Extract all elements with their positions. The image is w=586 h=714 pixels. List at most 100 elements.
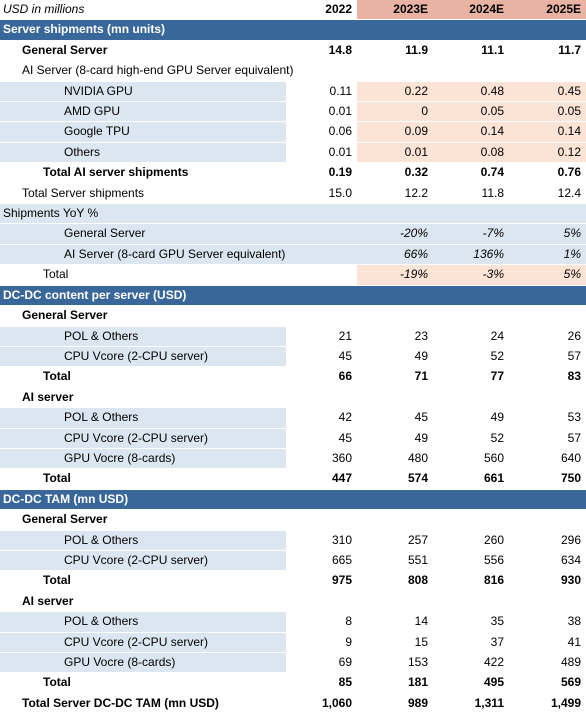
cell: 15.0 [286,183,357,205]
cell: 0.48 [433,81,509,103]
cell: 136% [433,244,509,266]
cell: 45 [357,407,433,429]
cell: 24 [433,326,509,347]
cell: 8 [286,611,357,633]
row-label: POL & Others [0,407,286,429]
row-label: AI Server (8-card GPU Server equivalent) [0,244,286,266]
cell [286,223,357,245]
cell: 310 [286,530,357,551]
row-label: POL & Others [0,611,286,633]
cell: 0.01 [286,101,357,123]
cell: 360 [286,448,357,470]
row-label: Google TPU [0,121,286,143]
row-label: Total [0,366,286,388]
cell: 77 [433,366,509,388]
cell: 260 [433,530,509,551]
cell: 0.76 [509,162,586,184]
row-label: POL & Others [0,326,286,347]
units-label: USD in millions [0,0,286,21]
row-label: Others [0,142,286,164]
cell: 85 [286,672,357,694]
cell: 9 [286,632,357,654]
cell: 5% [509,223,586,245]
cell: 489 [509,652,586,674]
cell: 83 [509,366,586,388]
cell: 11.8 [433,183,509,205]
cell: 21 [286,326,357,347]
row-label: Total Server shipments [0,183,286,205]
cell: -19% [357,264,433,286]
cell: 569 [509,672,586,694]
cell: 5% [509,264,586,286]
cell: 447 [286,468,357,490]
cell: 0.05 [433,101,509,123]
row-heading: AI server [0,591,586,613]
table-row: Total 975 808 816 930 [0,570,586,592]
table-row: General Server [0,305,586,327]
row-label: CPU Vcore (2-CPU server) [0,428,286,449]
row-label: Total Server DC-DC TAM (mn USD) [0,692,286,714]
cell: 69 [286,652,357,674]
table-row: POL & Others 21 23 24 26 [0,326,586,347]
cell: 257 [357,530,433,551]
cell: 49 [357,346,433,368]
table-row: POL & Others 8 14 35 38 [0,611,586,633]
cell: 23 [357,326,433,347]
cell: 640 [509,448,586,470]
cell: 52 [433,428,509,449]
row-heading: General Server [0,509,586,531]
cell [286,244,357,266]
row-label: General Server [0,223,286,245]
cell: 11.9 [357,40,433,62]
cell: 0.22 [357,81,433,103]
table-row: Total 85 181 495 569 [0,672,586,694]
section-title: DC-DC TAM (mn USD) [0,489,586,511]
cell: 12.4 [509,183,586,205]
cell: 1,060 [286,692,357,714]
table-row: General Server -20% -7% 5% [0,223,586,245]
cell: 0.14 [433,121,509,143]
cell: 0.05 [509,101,586,123]
section-title: Server shipments (mn units) [0,19,586,41]
table-row: AI Server (8-card high-end GPU Server eq… [0,60,586,82]
cell: 71 [357,366,433,388]
table-row: CPU Vcore (2-CPU server) 45 49 52 57 [0,428,586,449]
cell: 0 [357,101,433,123]
year-2024e: 2024E [433,0,509,21]
row-label: CPU Vcore (2-CPU server) [0,346,286,368]
cell: 560 [433,448,509,470]
cell: 12.2 [357,183,433,205]
cell: 808 [357,570,433,592]
table-row: CPU Vcore (2-CPU server) 9 15 37 41 [0,632,586,654]
header-row: USD in millions 2022 2023E 2024E 2025E [0,0,586,21]
cell [286,264,357,286]
cell: 0.01 [286,142,357,164]
table-row: Total -19% -3% 5% [0,264,586,286]
row-label: POL & Others [0,530,286,551]
cell: 45 [286,428,357,449]
row-label: GPU Vocre (8-cards) [0,448,286,470]
cell: -20% [357,223,433,245]
cell: 14 [357,611,433,633]
table-row: Total 447 574 661 750 [0,468,586,490]
cell: 0.19 [286,162,357,184]
cell: 1,499 [509,692,586,714]
cell: 0.74 [433,162,509,184]
cell: 52 [433,346,509,368]
cell: 11.7 [509,40,586,62]
cell: 480 [357,448,433,470]
section-header-yoy: Shipments YoY % [0,203,586,225]
cell: 42 [286,407,357,429]
section-title: DC-DC content per server (USD) [0,285,586,307]
cell: 634 [509,550,586,572]
table-row: General Server 14.8 11.9 11.1 11.7 [0,40,586,62]
cell: 975 [286,570,357,592]
cell: 0.45 [509,81,586,103]
cell: 0.08 [433,142,509,164]
cell: 0.11 [286,81,357,103]
table-row: GPU Vocre (8-cards) 360 480 560 640 [0,448,586,470]
cell: 181 [357,672,433,694]
cell: 296 [509,530,586,551]
row-label: Total [0,570,286,592]
